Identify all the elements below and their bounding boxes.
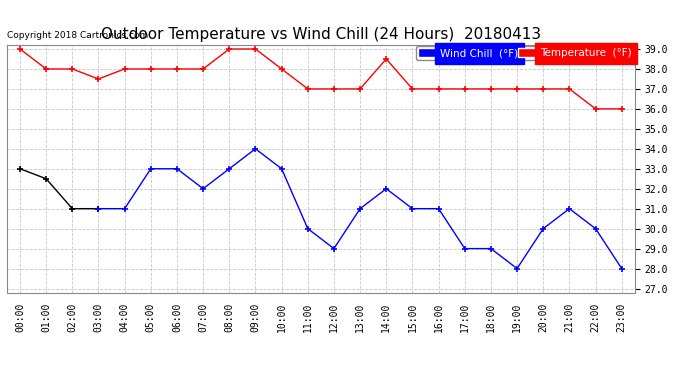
Legend: Wind Chill  (°F), Temperature  (°F): Wind Chill (°F), Temperature (°F) (416, 46, 633, 60)
Text: Copyright 2018 Cartronics.com: Copyright 2018 Cartronics.com (7, 32, 148, 40)
Title: Outdoor Temperature vs Wind Chill (24 Hours)  20180413: Outdoor Temperature vs Wind Chill (24 Ho… (101, 27, 541, 42)
